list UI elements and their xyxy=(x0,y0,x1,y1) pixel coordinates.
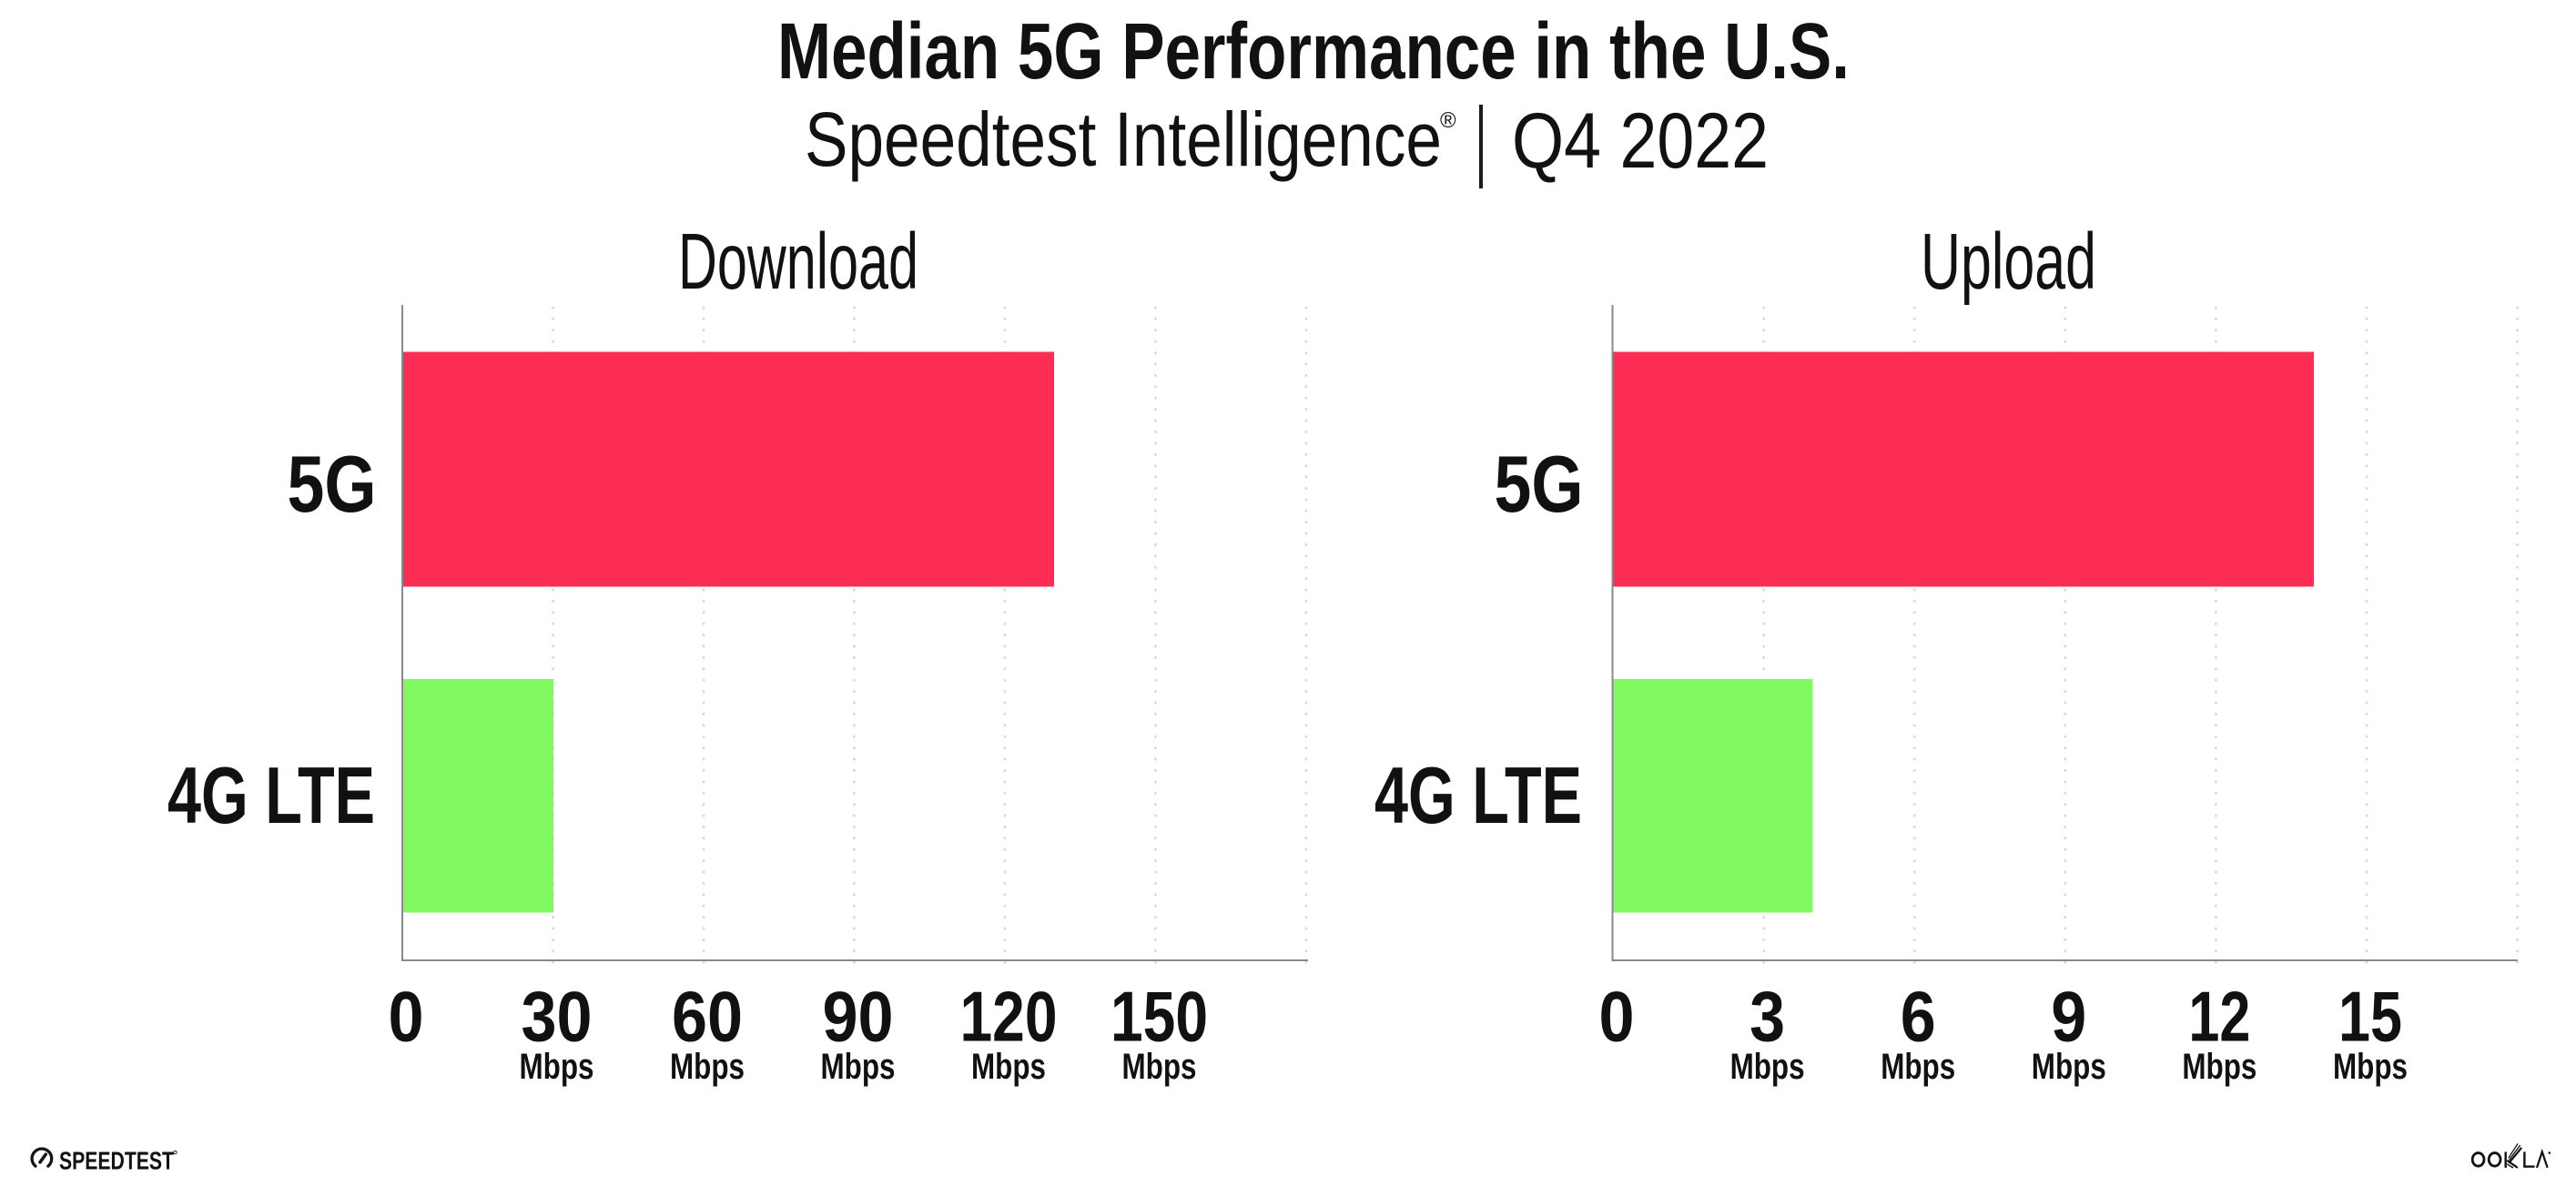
svg-text:6: 6 xyxy=(1901,977,1936,1057)
svg-text:®: ® xyxy=(1440,108,1456,133)
svg-text:5G: 5G xyxy=(1495,439,1584,529)
svg-text:12: 12 xyxy=(2188,977,2250,1057)
svg-text:30: 30 xyxy=(522,977,593,1057)
svg-text:Upload: Upload xyxy=(1921,218,2096,306)
svg-text:3: 3 xyxy=(1749,977,1785,1057)
svg-text:Mbps: Mbps xyxy=(520,1047,594,1087)
svg-text:Mbps: Mbps xyxy=(2182,1047,2257,1087)
svg-text:5G: 5G xyxy=(288,439,377,529)
svg-text:4G LTE: 4G LTE xyxy=(167,750,375,840)
svg-text:Mbps: Mbps xyxy=(1122,1047,1197,1087)
svg-text:Mbps: Mbps xyxy=(821,1047,896,1087)
svg-text:Mbps: Mbps xyxy=(971,1047,1046,1087)
svg-text:120: 120 xyxy=(960,977,1058,1057)
svg-text:Mbps: Mbps xyxy=(1881,1047,1955,1087)
svg-text:60: 60 xyxy=(672,977,743,1057)
svg-text:150: 150 xyxy=(1111,977,1208,1057)
svg-text:90: 90 xyxy=(823,977,894,1057)
svg-text:0: 0 xyxy=(389,977,424,1057)
svg-text:Q4 2022: Q4 2022 xyxy=(1512,97,1769,185)
svg-text:0: 0 xyxy=(1599,977,1635,1057)
svg-text:Mbps: Mbps xyxy=(2032,1047,2106,1087)
svg-text:Mbps: Mbps xyxy=(670,1047,745,1087)
svg-text:9: 9 xyxy=(2051,977,2086,1057)
svg-text:4G LTE: 4G LTE xyxy=(1374,750,1582,840)
svg-text:Mbps: Mbps xyxy=(2333,1047,2408,1087)
svg-text:Speedtest Intelligence: Speedtest Intelligence xyxy=(805,96,1442,182)
svg-text:15: 15 xyxy=(2338,977,2402,1057)
svg-text:Median 5G Performance in the U: Median 5G Performance in the U.S. xyxy=(777,7,1850,96)
svg-text:SPEEDTEST: SPEEDTEST xyxy=(59,1147,174,1175)
svg-text:Mbps: Mbps xyxy=(1730,1047,1805,1087)
svg-text:Download: Download xyxy=(678,218,918,306)
